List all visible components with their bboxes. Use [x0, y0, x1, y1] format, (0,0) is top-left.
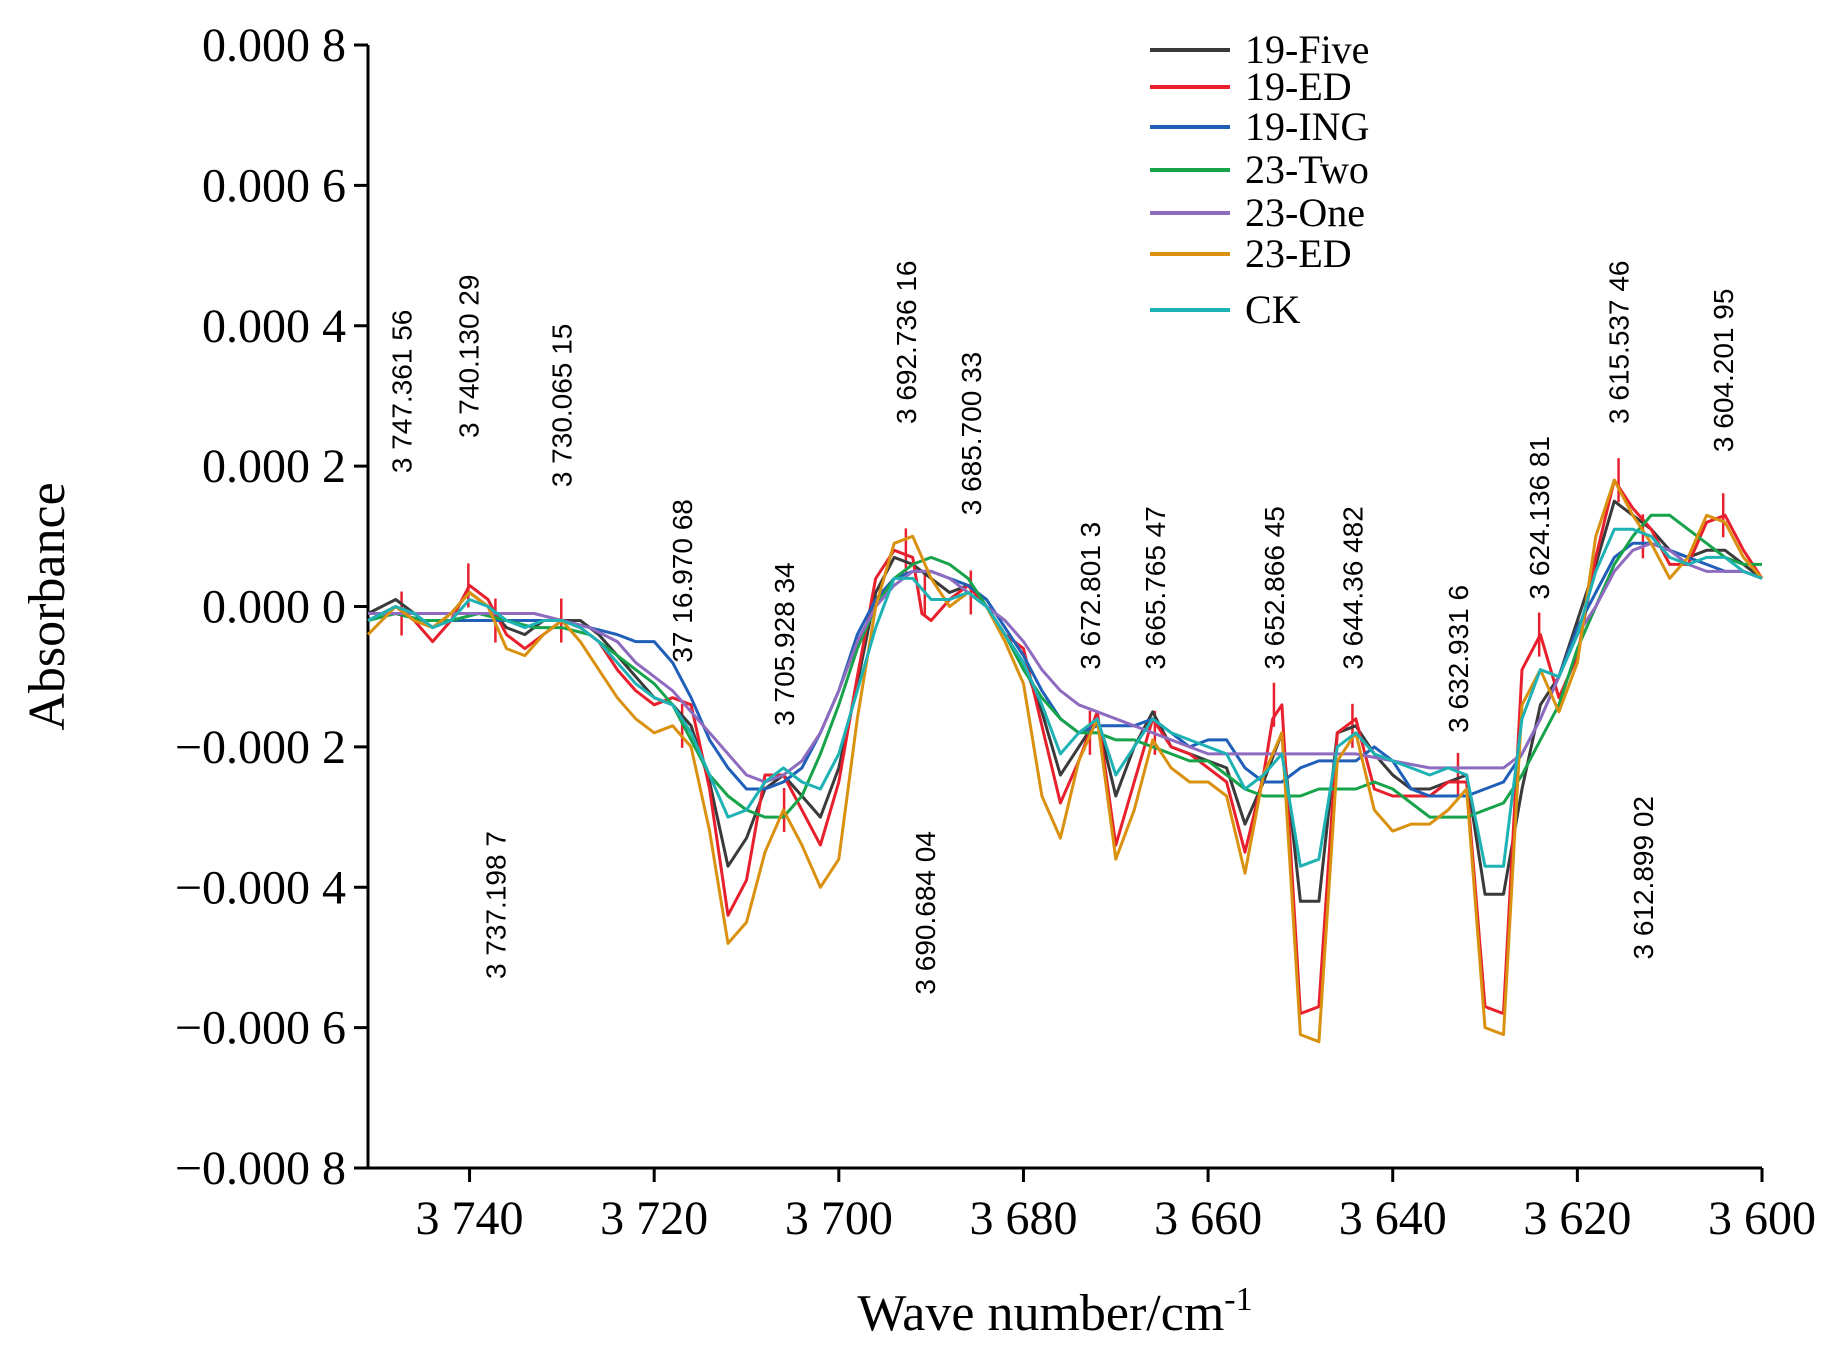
- peak-label: 3 615.537 46: [1604, 261, 1635, 425]
- series-line-23-two: [367, 513, 1762, 819]
- peak-label: 3 690.684 04: [910, 831, 941, 995]
- y-tick-label: −0.000 8: [175, 1142, 346, 1195]
- y-tick-label: −0.000 2: [175, 721, 346, 774]
- series-line-19-ed: [367, 478, 1764, 1016]
- peak-label: 3 672.801 3: [1075, 522, 1106, 670]
- y-axis-title: Absorbance: [19, 482, 76, 730]
- peak-label: 3 612.899 02: [1628, 796, 1659, 960]
- x-axis-title-superscript: -1: [1224, 1281, 1252, 1318]
- series-line-19-five: [367, 499, 1763, 903]
- peak-label: 3 685.700 33: [956, 352, 987, 516]
- x-tick-label: 3 720: [600, 1192, 708, 1245]
- x-tick-label: 3 620: [1523, 1192, 1631, 1245]
- peak-label: 37 16.970 68: [667, 499, 698, 663]
- x-axis-title-main: Wave number/cm: [857, 1285, 1224, 1342]
- x-tick-label: 3 700: [785, 1192, 893, 1245]
- x-tick-label: 3 640: [1339, 1192, 1447, 1245]
- axes: 0.000 8 0.000 6 0.000 4 0.000 2 0.000 0 −0.00…: [175, 19, 1816, 1245]
- annotation-labels: 3 747.361 56 3 740.130 29 3 737.198 7 3 730…: [387, 261, 1740, 995]
- peak-label: 3 604.201 95: [1708, 289, 1739, 453]
- peak-label: 3 652.866 45: [1259, 506, 1290, 670]
- y-tick-label: 0.000 0: [202, 581, 346, 634]
- y-tick-label: 0.000 8: [202, 19, 346, 72]
- x-tick-label: 3 600: [1708, 1192, 1816, 1245]
- x-tick-label: 3 680: [969, 1192, 1077, 1245]
- y-tick-label: 0.000 4: [202, 300, 346, 353]
- y-tick-label: 0.000 2: [202, 440, 346, 493]
- x-tick-label: 3 740: [416, 1192, 524, 1245]
- series-line-23-ed: [366, 478, 1764, 1044]
- peak-label: 3 747.361 56: [387, 310, 418, 474]
- x-axis-title: Wave number/cm-1: [857, 1281, 1252, 1342]
- legend-entry: 23-ED: [1245, 231, 1352, 276]
- peak-label: 3 692.736 16: [891, 261, 922, 425]
- peak-label: 3 665.765 47: [1140, 506, 1171, 670]
- peak-label: 3 644.36 482: [1337, 506, 1368, 670]
- series-line-ck: [367, 527, 1763, 868]
- peak-label: 3 624.136 81: [1524, 436, 1555, 600]
- y-tick-label: 0.000 6: [202, 159, 346, 212]
- series-lines: [366, 478, 1764, 1044]
- legend-entry: 23-One: [1245, 190, 1365, 235]
- y-tick-label: −0.000 4: [175, 861, 346, 914]
- peak-label: 3 705.928 34: [769, 562, 800, 726]
- y-tick-label: −0.000 6: [175, 1002, 346, 1055]
- legend-entry: 19-ING: [1245, 104, 1369, 149]
- peak-label: 3 632.931 6: [1443, 585, 1474, 733]
- peak-label: 3 740.130 29: [453, 275, 484, 439]
- legend-entry: CK: [1245, 287, 1301, 332]
- peak-label: 3 737.198 7: [480, 831, 511, 979]
- legend-entry: 23-Two: [1245, 147, 1369, 192]
- peak-label: 3 730.065 15: [546, 324, 577, 488]
- legend-entry: 19-Five: [1245, 27, 1369, 72]
- x-tick-label: 3 660: [1154, 1192, 1262, 1245]
- legend-entry: 19-ED: [1245, 64, 1352, 109]
